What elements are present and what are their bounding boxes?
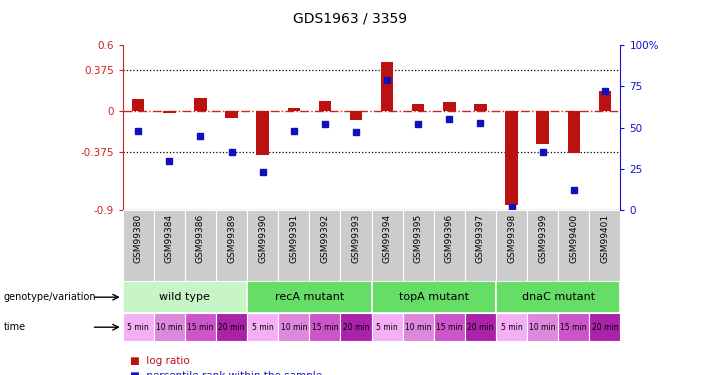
Bar bbox=[496, 313, 527, 341]
Text: GSM99396: GSM99396 bbox=[445, 214, 454, 263]
Text: GSM99391: GSM99391 bbox=[290, 214, 298, 263]
Bar bbox=[309, 313, 341, 341]
Text: 5 min: 5 min bbox=[501, 322, 522, 332]
Bar bbox=[558, 313, 590, 341]
Bar bbox=[132, 99, 144, 111]
Bar bbox=[412, 104, 424, 111]
Text: recA mutant: recA mutant bbox=[275, 292, 344, 302]
Bar bbox=[496, 210, 527, 281]
Text: GSM99389: GSM99389 bbox=[227, 214, 236, 263]
Text: 15 min: 15 min bbox=[561, 322, 587, 332]
Text: GSM99392: GSM99392 bbox=[320, 214, 329, 262]
Text: genotype/variation: genotype/variation bbox=[4, 292, 96, 302]
Bar bbox=[465, 313, 496, 341]
Text: ■  percentile rank within the sample: ■ percentile rank within the sample bbox=[130, 371, 322, 375]
Text: 15 min: 15 min bbox=[187, 322, 214, 332]
Bar bbox=[568, 111, 580, 153]
Bar bbox=[381, 62, 393, 111]
Text: wild type: wild type bbox=[159, 292, 210, 302]
Bar bbox=[225, 111, 238, 118]
Bar bbox=[372, 313, 402, 341]
Bar bbox=[319, 101, 331, 111]
Bar bbox=[341, 313, 372, 341]
Text: dnaC mutant: dnaC mutant bbox=[522, 292, 594, 302]
Text: 5 min: 5 min bbox=[128, 322, 149, 332]
Text: ■  log ratio: ■ log ratio bbox=[130, 356, 189, 366]
Text: 5 min: 5 min bbox=[252, 322, 273, 332]
Text: GSM99394: GSM99394 bbox=[383, 214, 392, 262]
Bar bbox=[257, 111, 269, 155]
Text: 20 min: 20 min bbox=[592, 322, 618, 332]
Text: GSM99398: GSM99398 bbox=[507, 214, 516, 263]
Text: time: time bbox=[4, 322, 26, 332]
Bar bbox=[287, 108, 300, 111]
Bar bbox=[185, 210, 216, 281]
Text: GDS1963 / 3359: GDS1963 / 3359 bbox=[294, 11, 407, 25]
Text: GSM99384: GSM99384 bbox=[165, 214, 174, 262]
Bar bbox=[309, 210, 341, 281]
Bar bbox=[247, 281, 372, 313]
Text: GSM99386: GSM99386 bbox=[196, 214, 205, 263]
Text: GSM99380: GSM99380 bbox=[134, 214, 143, 263]
Bar bbox=[465, 210, 496, 281]
Bar bbox=[558, 210, 590, 281]
Bar bbox=[372, 281, 496, 313]
Bar bbox=[278, 313, 309, 341]
Text: GSM99397: GSM99397 bbox=[476, 214, 485, 263]
Text: GSM99400: GSM99400 bbox=[569, 214, 578, 262]
Bar bbox=[123, 281, 247, 313]
Bar bbox=[474, 104, 486, 111]
Text: 15 min: 15 min bbox=[312, 322, 338, 332]
Text: GSM99399: GSM99399 bbox=[538, 214, 547, 263]
Text: 10 min: 10 min bbox=[529, 322, 556, 332]
Bar bbox=[372, 210, 402, 281]
Bar bbox=[216, 313, 247, 341]
Bar bbox=[434, 313, 465, 341]
Bar bbox=[505, 111, 518, 204]
Bar bbox=[443, 102, 456, 111]
Bar bbox=[278, 210, 309, 281]
Text: 10 min: 10 min bbox=[405, 322, 431, 332]
Bar bbox=[599, 91, 611, 111]
Bar bbox=[185, 313, 216, 341]
Bar bbox=[402, 210, 434, 281]
Bar bbox=[247, 313, 278, 341]
Bar bbox=[154, 313, 185, 341]
Bar bbox=[123, 313, 154, 341]
Text: 15 min: 15 min bbox=[436, 322, 463, 332]
Bar bbox=[527, 210, 558, 281]
Bar bbox=[590, 210, 620, 281]
Text: GSM99390: GSM99390 bbox=[258, 214, 267, 263]
Bar bbox=[154, 210, 185, 281]
Text: 5 min: 5 min bbox=[376, 322, 398, 332]
Bar bbox=[536, 111, 549, 144]
Bar bbox=[216, 210, 247, 281]
Text: 20 min: 20 min bbox=[467, 322, 494, 332]
Text: 10 min: 10 min bbox=[280, 322, 307, 332]
Bar bbox=[590, 313, 620, 341]
Bar bbox=[350, 111, 362, 120]
Text: 20 min: 20 min bbox=[343, 322, 369, 332]
Bar bbox=[341, 210, 372, 281]
Bar bbox=[527, 313, 558, 341]
Bar bbox=[194, 98, 207, 111]
Text: GSM99395: GSM99395 bbox=[414, 214, 423, 263]
Bar bbox=[434, 210, 465, 281]
Bar bbox=[402, 313, 434, 341]
Text: GSM99401: GSM99401 bbox=[600, 214, 609, 262]
Text: 10 min: 10 min bbox=[156, 322, 182, 332]
Bar bbox=[123, 210, 154, 281]
Bar bbox=[163, 111, 175, 113]
Text: GSM99393: GSM99393 bbox=[351, 214, 360, 263]
Text: 20 min: 20 min bbox=[218, 322, 245, 332]
Bar bbox=[247, 210, 278, 281]
Text: topA mutant: topA mutant bbox=[399, 292, 469, 302]
Bar bbox=[496, 281, 620, 313]
